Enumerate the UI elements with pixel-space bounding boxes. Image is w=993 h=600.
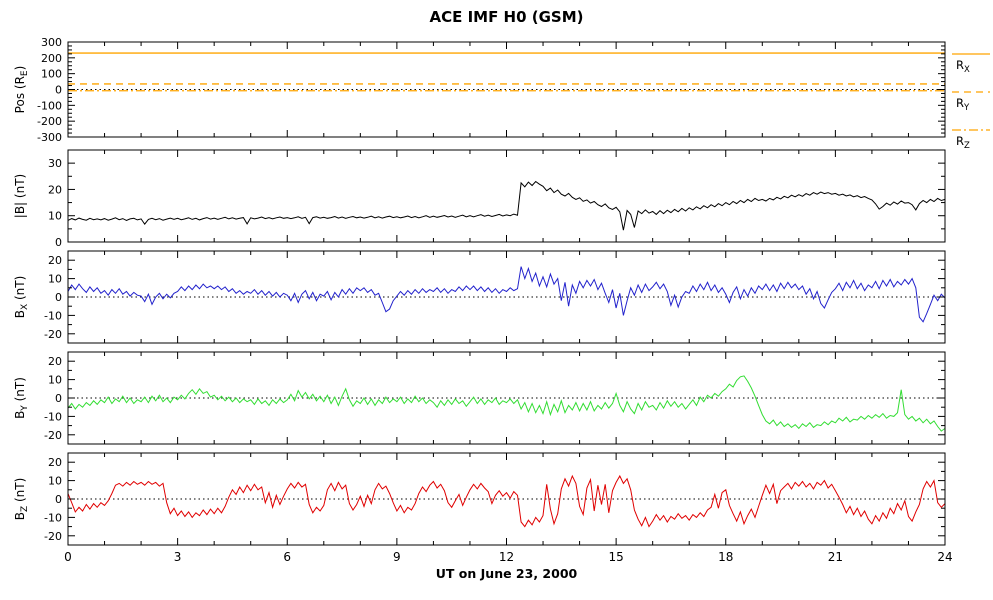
legend: RX RY RZ: [952, 53, 990, 151]
x-tick-label: 15: [608, 550, 623, 564]
y-tick-label: -20: [44, 328, 62, 341]
legend-label-ry: RY: [956, 96, 970, 113]
y-tick-label: 0: [55, 493, 62, 506]
series-by: [67, 375, 946, 432]
y-axis-label-bmag: |B| (nT): [13, 174, 27, 218]
series-bx: [67, 266, 946, 323]
y-tick-label: 20: [48, 456, 62, 469]
y-tick-label: -20: [44, 530, 62, 543]
y-tick-label: 10: [48, 475, 62, 488]
x-tick-label: 6: [283, 550, 291, 564]
y-tick-label: 300: [41, 36, 62, 49]
y-axis-label-position: Pos (RE): [13, 66, 30, 114]
y-tick-label: 100: [41, 68, 62, 81]
panel-position: -300 -200 -100 0 100 200 300 Pos (RE) RX RY RZ: [13, 36, 990, 151]
x-axis-title: UT on June 23, 2000: [435, 566, 578, 581]
y-tick-label: 200: [41, 52, 62, 65]
panel-bmag: 0 10 20 30 |B| (nT): [13, 149, 946, 249]
series-bz: [67, 474, 946, 528]
y-axis-label-bx: BX (nT): [13, 276, 30, 319]
panel-frame: [67, 149, 946, 243]
y-tick-label: 10: [48, 210, 62, 223]
y-tick-label: -100: [37, 99, 62, 112]
panel-by: -20 -10 0 10 20 BY (nT): [13, 351, 946, 445]
y-tick-label: 20: [48, 254, 62, 267]
y-tick-label: 20: [48, 355, 62, 368]
y-tick-label: 10: [48, 374, 62, 387]
panel-bx: -20 -10 0 10 20 BX (nT): [13, 250, 946, 344]
y-tick-label: -20: [44, 429, 62, 442]
y-tick-label: 20: [48, 183, 62, 196]
y-tick-label: -200: [37, 115, 62, 128]
y-tick-label: -10: [44, 511, 62, 524]
legend-label-rz: RZ: [956, 134, 970, 151]
legend-label-rx: RX: [956, 58, 970, 75]
x-tick-label: 0: [64, 550, 72, 564]
y-tick-label: -10: [44, 309, 62, 322]
x-tick-label: 18: [718, 550, 733, 564]
x-tick-label: 9: [393, 550, 401, 564]
x-tick-label: 12: [499, 550, 514, 564]
y-tick-label: 30: [48, 157, 62, 170]
y-tick-label: 0: [55, 84, 62, 97]
x-tick-label: 24: [937, 550, 952, 564]
y-tick-label: 0: [55, 236, 62, 249]
chart-title: ACE IMF H0 (GSM): [429, 8, 584, 26]
y-tick-label: 10: [48, 273, 62, 286]
y-tick-label: 0: [55, 291, 62, 304]
series-bmag: [67, 180, 946, 231]
y-tick-label: -300: [37, 131, 62, 144]
y-axis-label-bz: BZ (nT): [13, 478, 30, 521]
x-tick-label: 3: [174, 550, 182, 564]
y-axis-label-by: BY (nT): [13, 377, 30, 419]
x-tick-label: 21: [828, 550, 843, 564]
y-tick-label: 0: [55, 392, 62, 405]
y-tick-label: -10: [44, 410, 62, 423]
panel-bz: -20 -10 0 10 20 BZ (nT): [13, 452, 946, 546]
